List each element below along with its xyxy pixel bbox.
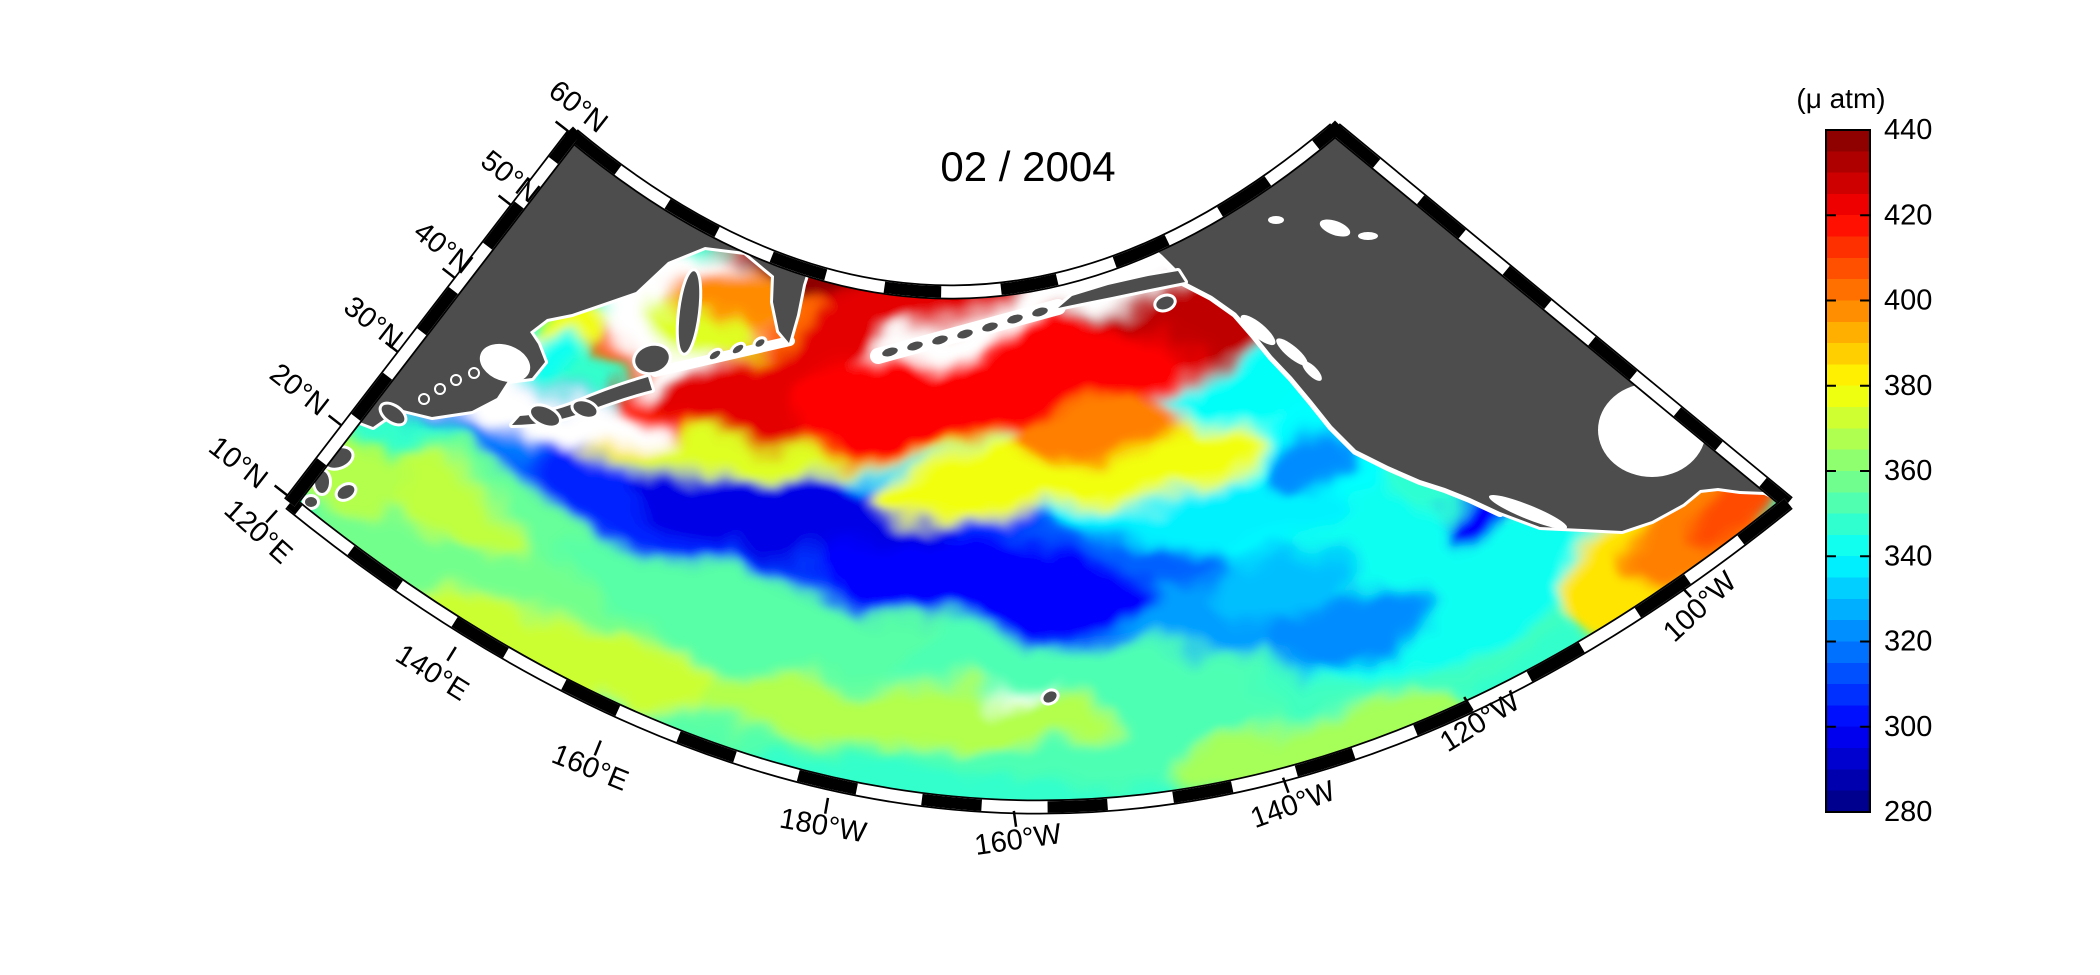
frame-right-edge (1330, 123, 1793, 509)
lat-label-tick (327, 414, 343, 427)
map-title: 02 / 2004 (940, 143, 1115, 190)
lat-label-tick (273, 484, 289, 497)
colorbar-title: (μ atm) (1796, 83, 1885, 114)
lat-label: 30°N (338, 290, 409, 355)
frame-corner-diamond (564, 126, 582, 144)
colorbar-tick-label: 340 (1884, 540, 1932, 572)
lon-label-tick (823, 797, 830, 814)
lon-label: 140°E (390, 638, 474, 707)
lon-label-tick (593, 740, 602, 756)
colorbar: (μ atm) 440 420 400 380 360 340 320 300 280 (1796, 83, 1932, 828)
lat-label: 20°N (264, 357, 335, 422)
land-kyushu (527, 403, 563, 429)
colorbar-tick-label: 360 (1884, 455, 1932, 487)
lat-label-tick (384, 341, 400, 354)
land-sakhalin (675, 268, 703, 356)
lon-label: 160°W (973, 818, 1065, 862)
lat-label-tick (497, 194, 513, 207)
map-frame (284, 120, 1793, 815)
colorbar-tick-label: 400 (1884, 285, 1932, 317)
colorbar-tick-label: 380 (1884, 370, 1932, 402)
land-hawaii (1040, 688, 1060, 706)
lat-label-tick (554, 120, 570, 133)
colorbar-tick-label: 420 (1884, 199, 1932, 231)
lon-label-tick (1463, 696, 1474, 712)
data-blob (647, 309, 757, 357)
frame-left-edge (284, 130, 579, 508)
lon-label: 180°W (777, 803, 869, 850)
land-alaska-peninsula (1055, 268, 1188, 311)
data-blob (1210, 558, 1350, 622)
frame-top-arc (568, 123, 1340, 300)
land-hokkaido (632, 342, 672, 376)
land-kodiak (1153, 293, 1177, 313)
data-blob (1174, 695, 1466, 795)
data-blob (820, 536, 1160, 634)
land-kuril-islands (706, 336, 768, 363)
frame-bottom-arc (285, 497, 1793, 815)
data-blob (395, 596, 725, 714)
land-ryukyu-islands (418, 367, 480, 405)
land-taiwan (378, 401, 408, 427)
lon-label-tick (1012, 810, 1018, 827)
lon-label-tick (265, 509, 278, 524)
colorbar-tick-label: 300 (1884, 711, 1932, 743)
colorbar-tick-label: 280 (1884, 796, 1932, 828)
colorbar-tick-label: 320 (1884, 626, 1932, 658)
colorbar-tick-label: 440 (1884, 114, 1932, 146)
lon-label-tick (1679, 584, 1692, 598)
lat-label-tick (441, 267, 457, 280)
lon-label: 120°E (218, 494, 298, 571)
land-aleutian-islands (879, 304, 1051, 360)
data-blob (1020, 392, 1180, 468)
lon-label-tick (446, 646, 457, 662)
lat-label: 10°N (203, 430, 274, 495)
data-blob (994, 686, 1046, 698)
colorbar-ticks: 440 420 400 380 360 340 320 300 280 (1826, 114, 1932, 828)
lon-label-tick (1281, 777, 1290, 794)
land-shikoku (570, 398, 600, 420)
data-blob (881, 421, 1279, 519)
lon-label: 160°E (547, 738, 633, 797)
